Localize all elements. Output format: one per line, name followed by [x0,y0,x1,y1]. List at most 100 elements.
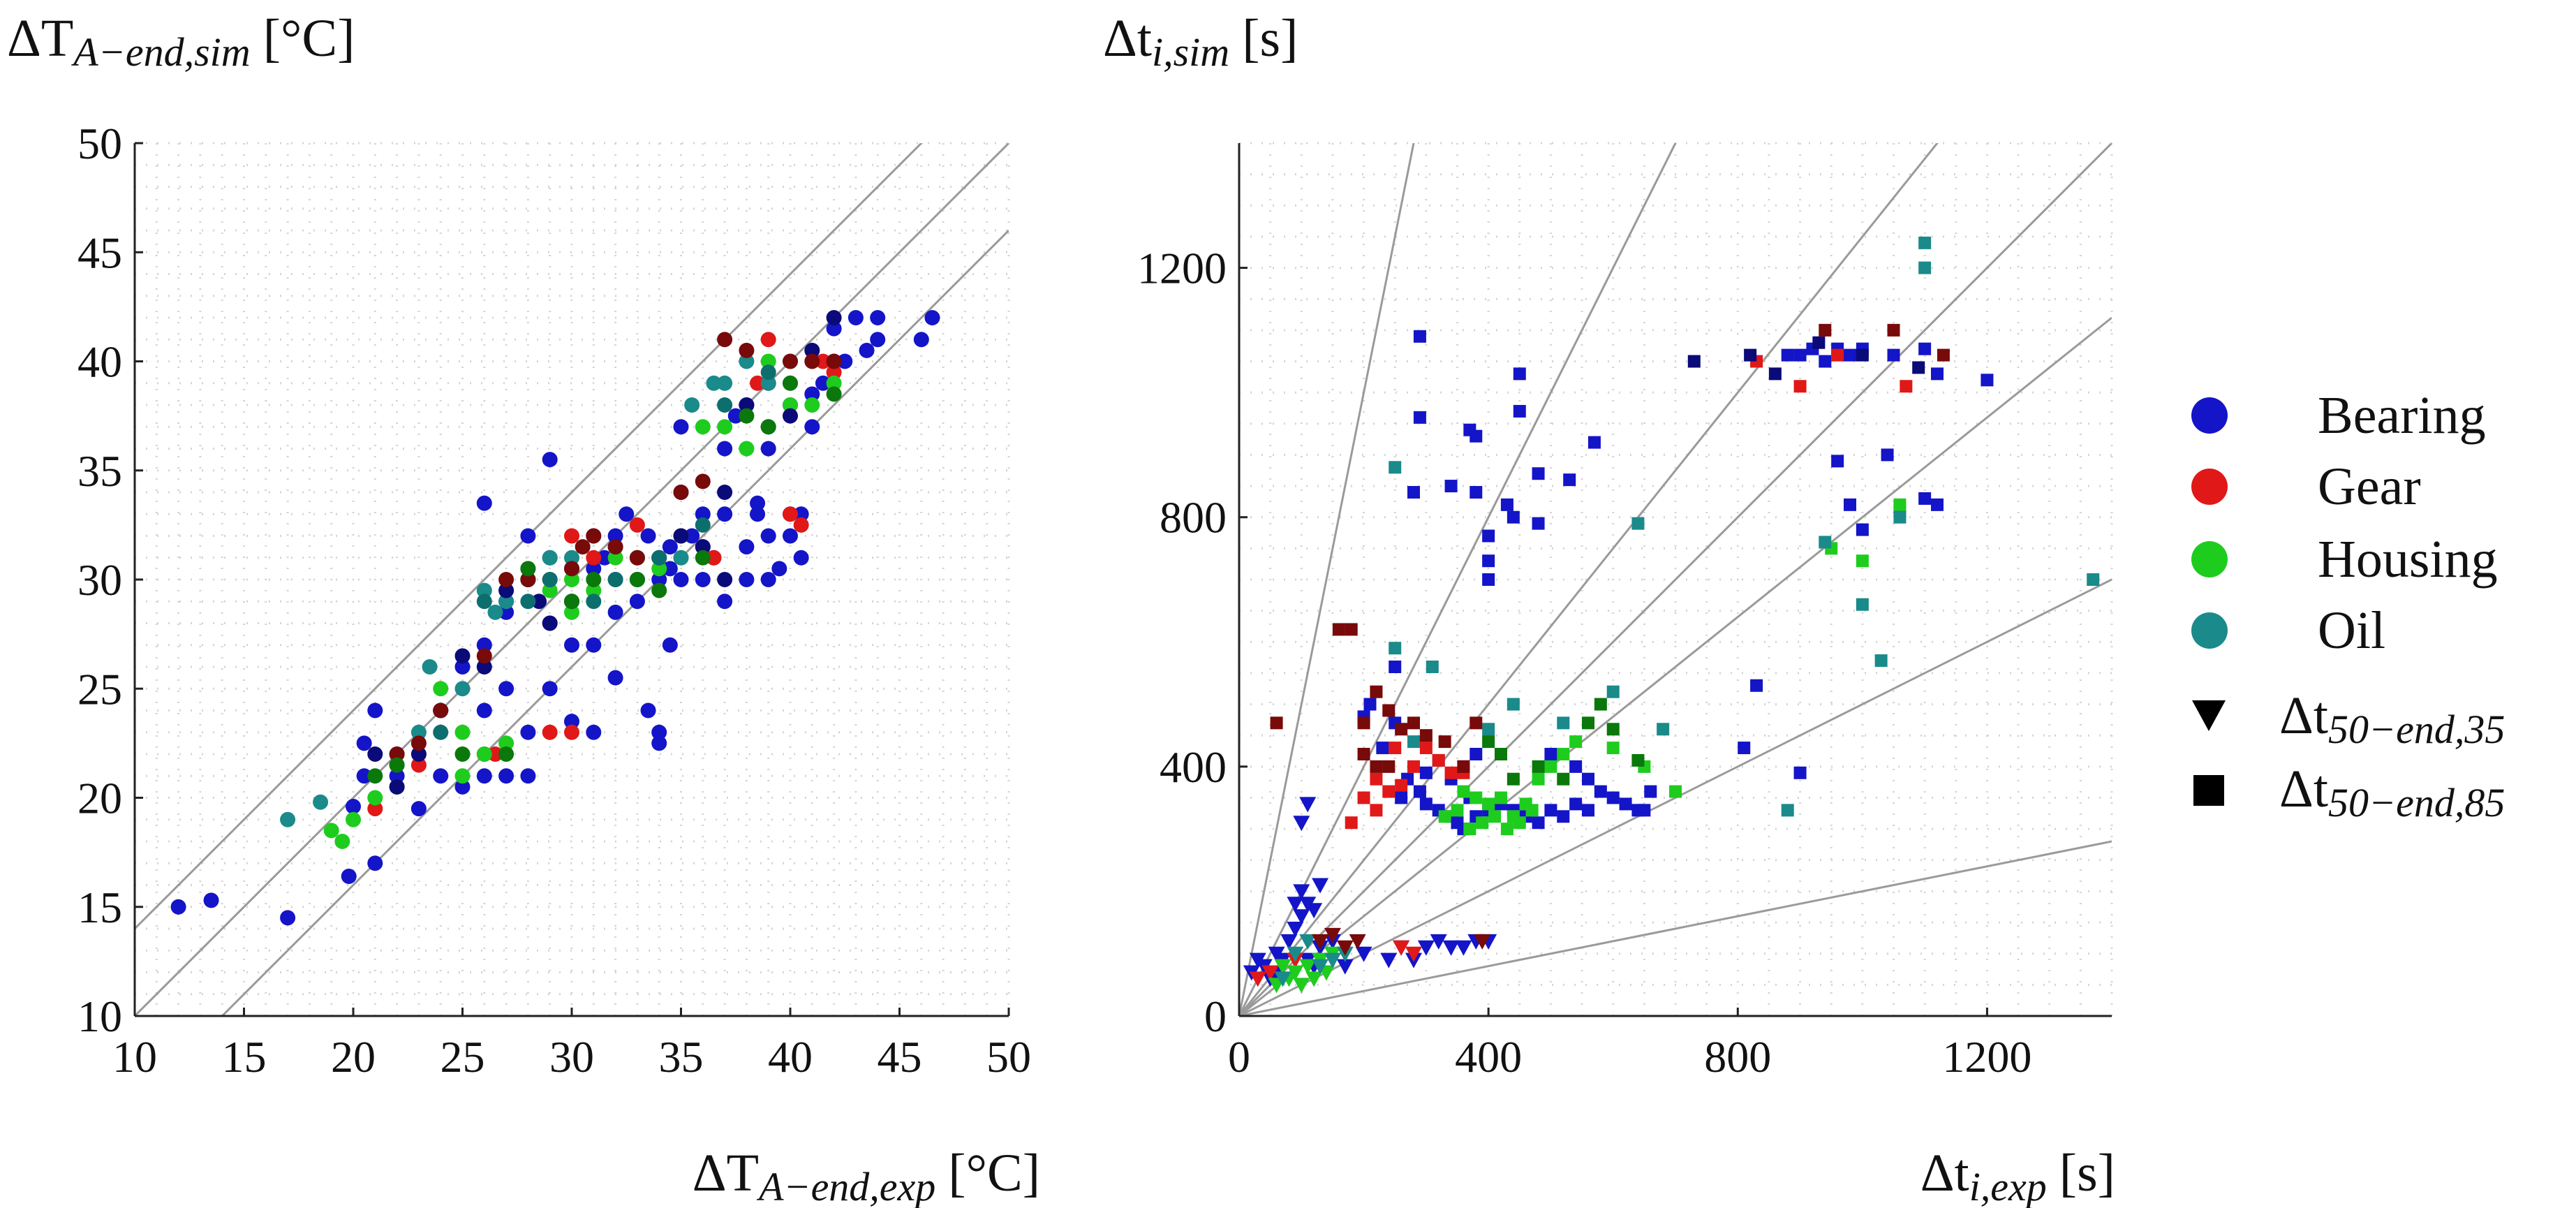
data-point-square [1432,753,1445,767]
data-point-circle [586,594,602,610]
data-point-circle [356,768,372,784]
data-point-circle [684,528,700,544]
data-point-square [1793,380,1807,393]
legend-marker-housing [2191,541,2228,577]
x-tick-label: 400 [1455,1032,1522,1082]
data-point-square [1819,323,1832,337]
data-point-square [1389,661,1402,673]
left-x-label-base: ΔT [693,1144,759,1202]
data-point-square [1444,480,1458,493]
data-point-circle [717,419,733,435]
x-tick-label: 40 [768,1032,813,1082]
data-point-circle [739,572,755,587]
data-point-triangle [1274,971,1291,987]
data-point-circle [531,594,547,610]
data-point-circle [750,375,766,391]
data-point-circle [793,506,809,522]
data-point-circle [520,768,536,784]
data-point-square [1500,823,1513,836]
data-point-circle [564,637,579,653]
data-point-circle [695,506,711,522]
data-point-circle [673,485,689,500]
data-point-circle [323,823,339,839]
data-point-square [1793,766,1807,779]
data-point-circle [498,594,515,610]
data-point-triangle [1249,952,1266,968]
data-point-circle [454,768,471,784]
data-point-circle [422,659,438,675]
reference-line [135,143,923,930]
data-points [1243,236,2100,994]
reference-line [221,229,1009,1016]
data-point-square [1413,411,1426,424]
data-point-square [1419,742,1433,755]
data-point-triangle [1293,884,1310,900]
data-point-square [1887,323,1900,337]
data-point-square [1507,810,1520,823]
data-point-square [1768,367,1782,381]
data-point-circle [924,310,940,325]
data-point-circle [739,441,755,457]
data-point-square [1793,348,1807,362]
legend-t85-base: Δt [2279,760,2328,818]
data-point-square [1488,810,1502,823]
data-point-triangle [1274,959,1291,975]
data-point-square [1389,642,1402,655]
data-point-triangle [1287,965,1304,981]
data-point-square [1981,374,1994,387]
data-point-triangle [1349,934,1366,950]
data-point-circle [739,397,755,413]
data-point-circle [542,572,558,587]
data-point-square [1687,355,1701,368]
data-point-square [1750,679,1763,692]
data-point-circle [487,604,503,620]
data-point-square [1557,810,1570,823]
y-tick-label: 50 [77,119,122,168]
data-point-circle [804,353,820,369]
data-point-square [1874,654,1888,668]
data-point-square [1582,772,1594,786]
data-point-circle [651,572,667,587]
right-y-label-sub: i,sim [1152,29,1229,75]
data-point-circle [760,353,776,369]
data-point-square [1587,436,1601,449]
data-point-square [1413,785,1426,798]
data-point-circle [389,768,405,784]
data-point-circle [859,342,875,358]
data-point-circle [586,582,602,598]
data-point-circle [826,364,842,381]
y-tick-label: 30 [77,555,122,605]
data-point-circle [367,768,383,784]
data-point-circle [717,572,733,587]
data-point-circle [673,572,689,587]
data-point-circle [695,572,711,587]
data-point-square [1819,536,1832,549]
data-point-triangle [1430,934,1447,950]
x-tick-label: 10 [112,1032,157,1082]
data-point-circle [476,648,492,664]
right-x-label-base: Δt [1920,1144,1969,1202]
data-point-triangle [1312,959,1329,975]
data-point-square [1395,779,1408,792]
data-point-circle [498,572,515,587]
data-point-square [1918,342,1932,355]
legend-label-housing: Housing [2318,530,2498,589]
y-tick-label: 40 [77,337,122,387]
data-point-circle [575,539,591,555]
data-point-square [1395,723,1408,736]
data-point-circle [619,506,635,522]
legend-label-t35: Δt50−end,35 [2279,686,2505,752]
data-point-circle [739,342,755,358]
data-point-circle [170,899,186,915]
data-point-square [1470,429,1483,443]
data-point-circle [433,681,449,697]
data-point-circle [870,332,886,348]
data-point-circle [651,735,667,751]
data-point-square [1893,510,1907,524]
data-point-circle [476,768,492,784]
data-point-circle [564,714,579,730]
data-point-circle [684,397,700,413]
data-point-circle [476,637,492,653]
data-point-triangle [1293,978,1310,994]
data-point-circle [837,353,853,369]
